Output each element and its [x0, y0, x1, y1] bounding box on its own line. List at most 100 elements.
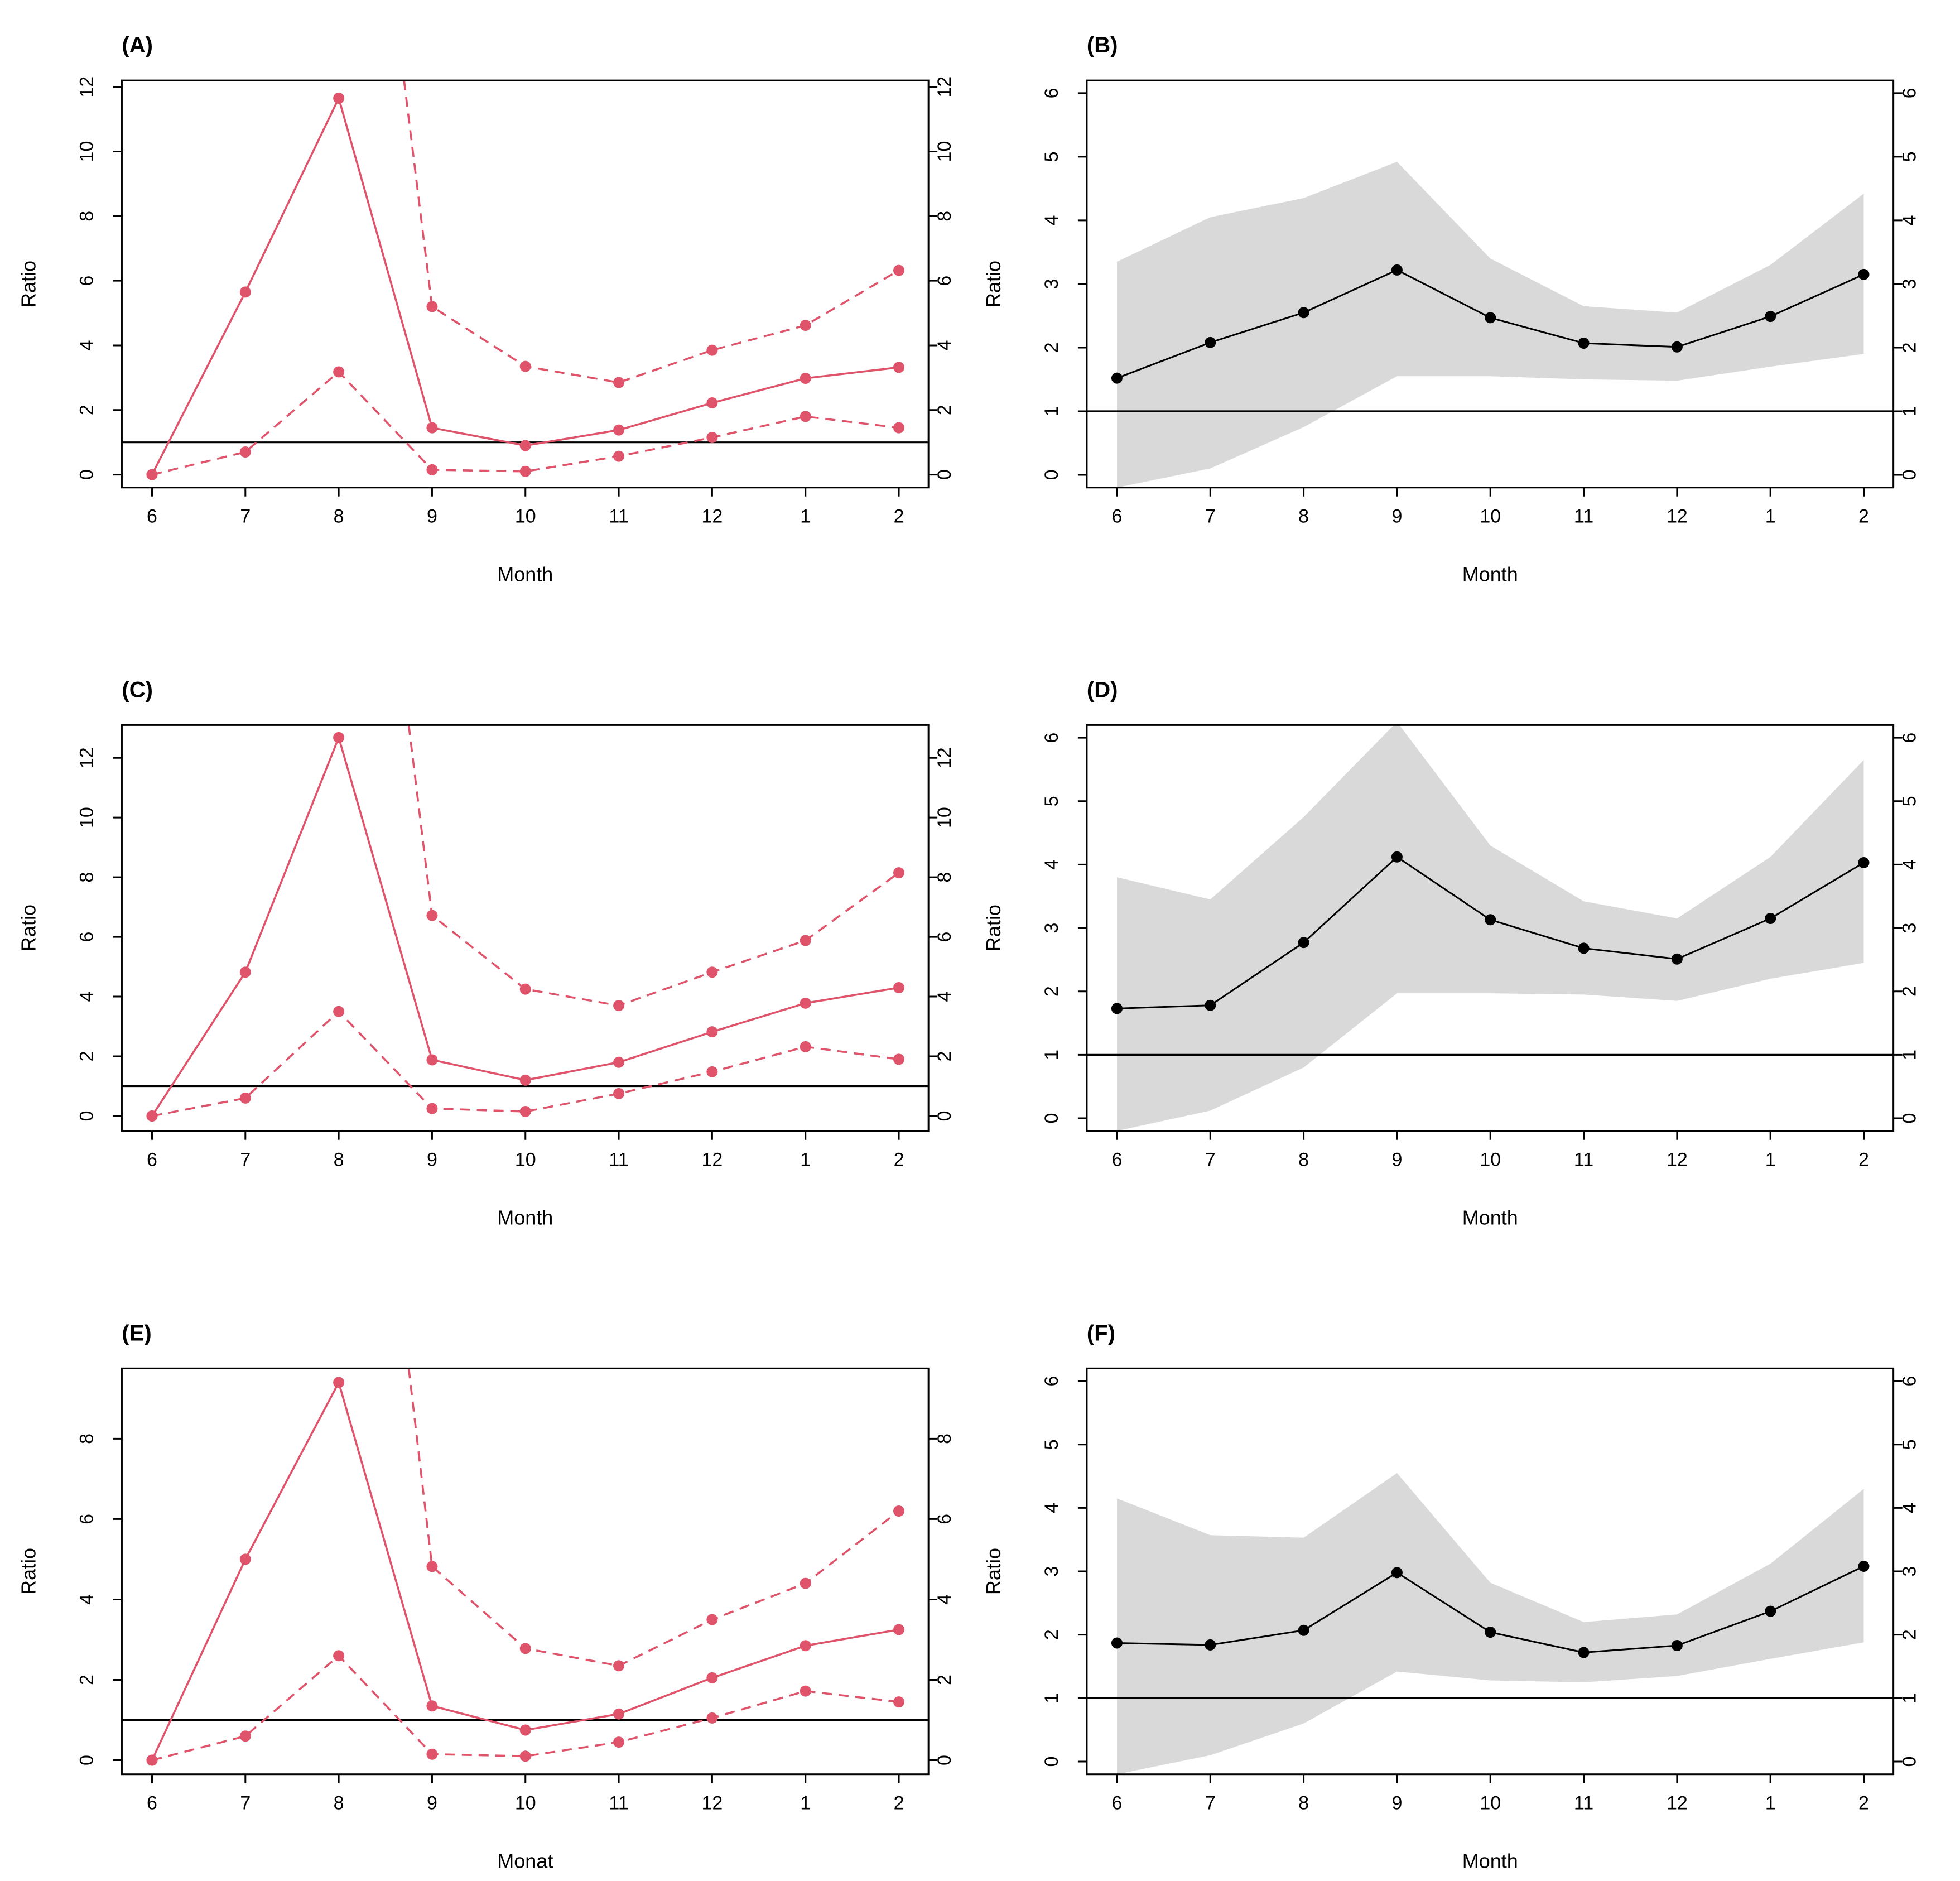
- data-point-estimate: [1391, 851, 1403, 863]
- data-point-estimate: [1485, 914, 1496, 926]
- data-point-estimate: [1671, 953, 1683, 965]
- x-tick-label: 7: [240, 1793, 251, 1814]
- x-tick-label: 9: [1391, 506, 1402, 527]
- y-tick-label-right: 2: [1899, 1629, 1920, 1640]
- data-point-estimate: [1671, 1640, 1683, 1652]
- data-point-estimate: [1765, 912, 1776, 924]
- data-point-estimate: [800, 997, 811, 1009]
- data-point-upper: [519, 1643, 531, 1654]
- data-point-estimate: [1858, 857, 1870, 868]
- x-tick-label: 11: [1574, 506, 1593, 527]
- data-point-upper: [613, 1000, 625, 1012]
- x-tick-label: 6: [1111, 1149, 1122, 1171]
- y-tick-label-left: 10: [76, 141, 97, 162]
- x-tick-label: 2: [1858, 506, 1869, 527]
- data-point-upper: [800, 1577, 811, 1589]
- data-point-estimate: [1858, 1560, 1870, 1572]
- x-tick-label: 12: [701, 1793, 723, 1814]
- data-point-estimate: [1205, 336, 1216, 348]
- data-point-estimate: [706, 397, 718, 409]
- x-tick-label: 12: [701, 506, 723, 527]
- x-tick-label: 9: [1391, 1149, 1402, 1171]
- panel-label: (D): [1087, 677, 1118, 702]
- data-point-estimate: [1578, 337, 1590, 349]
- data-point-lower: [146, 1754, 158, 1766]
- y-tick-label-right: 4: [934, 992, 955, 1002]
- data-point-lower: [800, 1041, 811, 1052]
- panel-label: (A): [122, 33, 153, 57]
- y-tick-label-right: 3: [1899, 923, 1920, 934]
- data-point-upper: [613, 377, 625, 388]
- x-tick-label: 11: [1574, 1149, 1593, 1171]
- x-axis-title: Monat: [497, 1850, 553, 1873]
- y-tick-label-left: 6: [1041, 88, 1062, 98]
- y-tick-label-left: 0: [1041, 1113, 1062, 1124]
- data-point-estimate: [893, 362, 905, 373]
- x-tick-label: 6: [147, 506, 157, 527]
- data-point-estimate: [1671, 341, 1683, 353]
- data-point-estimate: [1578, 942, 1590, 954]
- data-point-lower: [426, 1103, 438, 1114]
- data-point-lower: [426, 464, 438, 475]
- y-tick-label-right: 6: [1899, 1376, 1920, 1387]
- data-point-upper: [426, 1561, 438, 1572]
- y-tick-label-right: 1: [1899, 1050, 1920, 1060]
- y-tick-label-left: 1: [1041, 406, 1062, 416]
- x-tick-label: 7: [240, 1149, 251, 1171]
- x-tick-label: 2: [894, 506, 904, 527]
- series-line-upper: [403, 80, 899, 384]
- x-tick-label: 6: [147, 1149, 157, 1171]
- y-tick-label-right: 8: [934, 1433, 955, 1444]
- y-tick-label-left: 0: [76, 1755, 97, 1765]
- y-tick-label-right: 6: [934, 276, 955, 286]
- data-point-upper: [613, 1660, 625, 1672]
- y-tick-label-left: 1: [1041, 1693, 1062, 1704]
- series-line-estimate: [151, 1381, 899, 1761]
- y-tick-label-right: 1: [1899, 406, 1920, 416]
- data-point-estimate: [1578, 1647, 1590, 1658]
- data-point-upper: [893, 1505, 905, 1517]
- y-tick-label-left: 6: [76, 932, 97, 942]
- y-axis-title: Ratio: [17, 1548, 40, 1595]
- y-tick-label-right: 2: [934, 405, 955, 415]
- y-tick-label-left: 12: [76, 747, 97, 768]
- x-tick-label: 1: [1765, 1793, 1776, 1814]
- x-tick-label: 8: [1298, 506, 1309, 527]
- x-tick-label: 6: [1111, 506, 1122, 527]
- x-tick-label: 11: [609, 506, 628, 527]
- y-tick-label-left: 5: [1041, 151, 1062, 162]
- series-line-estimate: [151, 737, 899, 1117]
- data-point-estimate: [800, 1640, 811, 1652]
- data-point-estimate: [706, 1672, 718, 1683]
- x-axis-title: Month: [1462, 1206, 1518, 1229]
- confidence-band: [1117, 1473, 1864, 1774]
- data-point-lower: [239, 446, 251, 458]
- series-line-lower: [152, 371, 899, 476]
- data-point-estimate: [333, 92, 345, 104]
- series-line-estimate: [151, 97, 899, 475]
- data-point-estimate: [1298, 1624, 1309, 1636]
- y-tick-label-right: 0: [1899, 1113, 1920, 1124]
- x-tick-label: 8: [334, 1793, 344, 1814]
- x-tick-label: 9: [427, 506, 437, 527]
- y-axis-title: Ratio: [17, 261, 40, 307]
- x-tick-label: 1: [800, 1149, 811, 1171]
- data-point-lower: [706, 1066, 718, 1077]
- y-tick-label-right: 0: [934, 1111, 955, 1122]
- y-tick-label-right: 5: [1899, 796, 1920, 806]
- data-point-upper: [800, 935, 811, 946]
- series-line-upper: [407, 725, 900, 1007]
- data-point-estimate: [800, 373, 811, 384]
- data-point-lower: [519, 1105, 531, 1117]
- data-point-lower: [333, 1006, 345, 1017]
- y-tick-label-left: 6: [1041, 733, 1062, 743]
- x-tick-label: 9: [1391, 1793, 1402, 1814]
- data-point-upper: [893, 867, 905, 879]
- data-point-estimate: [519, 1724, 531, 1736]
- series-line-upper: [407, 1368, 900, 1667]
- y-tick-label-left: 4: [1041, 859, 1062, 870]
- plot-frame: [121, 724, 930, 1132]
- x-tick-label: 7: [240, 506, 251, 527]
- x-tick-label: 11: [1574, 1793, 1593, 1814]
